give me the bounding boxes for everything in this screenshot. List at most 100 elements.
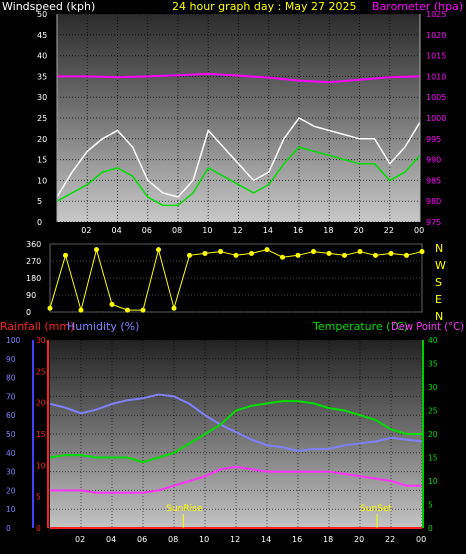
direction-point xyxy=(47,305,53,311)
x-tick-label: 20 xyxy=(354,535,364,544)
y-left-tick-label: 25 xyxy=(37,114,47,123)
y-left-tick-label: 50 xyxy=(37,10,47,19)
x-tick-label: 00 xyxy=(414,226,424,235)
humidity-tick-label: 0 xyxy=(6,524,11,533)
temp-tick-label: 5 xyxy=(428,501,433,510)
rain-tick-label: 30 xyxy=(36,336,46,345)
wind-direction-grid xyxy=(50,243,422,313)
wind-direction-series xyxy=(47,247,425,313)
humidity-tick-label: 100 xyxy=(6,336,21,345)
y-left-tick-label: 40 xyxy=(37,52,47,61)
x-tick-label: 16 xyxy=(292,535,302,544)
direction-tick-label: 180 xyxy=(26,274,41,283)
x-tick-label: 06 xyxy=(142,226,152,235)
temp-tick-label: 15 xyxy=(428,454,438,463)
x-tick-label: 22 xyxy=(384,226,394,235)
compass-label: N xyxy=(435,242,443,255)
temp-tick-label: 0 xyxy=(428,524,433,533)
rain-tick-label: 0 xyxy=(36,524,41,533)
x-tick-label: 16 xyxy=(293,226,303,235)
series-line xyxy=(56,117,421,198)
x-tick-label: 10 xyxy=(199,535,209,544)
x-tick-label: 08 xyxy=(168,535,178,544)
x-tick-label: 18 xyxy=(323,226,333,235)
temp-hum-axes: 0102030405060708090100051015202530051015… xyxy=(6,336,438,544)
compass-label: S xyxy=(435,276,442,289)
y-right-tick-label: 1005 xyxy=(426,93,446,102)
y-right-tick-label: 995 xyxy=(426,135,441,144)
x-tick-label: 04 xyxy=(112,226,122,235)
x-tick-label: 00 xyxy=(416,535,426,544)
y-left-tick-label: 10 xyxy=(37,176,47,185)
y-right-tick-label: 1010 xyxy=(426,72,446,81)
dewpoint-axis-label: Dew Point (°C) xyxy=(391,320,464,333)
y-right-tick-label: 975 xyxy=(426,218,441,227)
series-line xyxy=(57,72,421,84)
y-left-tick-label: 5 xyxy=(37,197,42,206)
temp-tick-label: 20 xyxy=(428,430,438,439)
direction-point xyxy=(419,249,425,255)
compass-label: E xyxy=(435,293,442,306)
windspeed-axis-label: Windspeed (kph) xyxy=(2,0,95,13)
x-tick-label: 10 xyxy=(202,226,212,235)
rain-tick-label: 25 xyxy=(36,367,46,376)
temp-tick-label: 25 xyxy=(428,407,438,416)
series-line xyxy=(50,465,422,494)
x-tick-label: 14 xyxy=(261,535,271,544)
direction-tick-label: 270 xyxy=(26,257,41,266)
temp-tick-label: 30 xyxy=(428,383,438,392)
x-tick-label: 08 xyxy=(172,226,182,235)
x-tick-label: 20 xyxy=(354,226,364,235)
y-right-tick-label: 1020 xyxy=(426,31,446,40)
humidity-tick-label: 30 xyxy=(6,468,16,477)
x-tick-label: 12 xyxy=(233,226,243,235)
x-tick-label: 22 xyxy=(385,535,395,544)
direction-tick-label: 0 xyxy=(26,308,31,317)
direction-line xyxy=(49,247,423,313)
x-tick-label: 06 xyxy=(137,535,147,544)
compass-label: W xyxy=(435,259,446,272)
x-tick-label: 12 xyxy=(230,535,240,544)
humidity-tick-label: 60 xyxy=(6,411,16,420)
sun-marker-label: SunSet xyxy=(360,504,392,514)
chart-title: 24 hour graph day : May 27 2025 xyxy=(172,0,357,13)
humidity-tick-label: 20 xyxy=(6,486,16,495)
temperature-axis-label: Temperature (°C) xyxy=(312,320,408,333)
y-left-tick-label: 45 xyxy=(37,31,47,40)
rain-tick-label: 20 xyxy=(36,399,46,408)
series-line xyxy=(49,400,422,464)
x-tick-label: 04 xyxy=(106,535,116,544)
y-right-tick-label: 990 xyxy=(426,156,441,165)
humidity-tick-label: 40 xyxy=(6,449,16,458)
y-left-tick-label: 0 xyxy=(37,218,42,227)
y-right-tick-label: 1000 xyxy=(426,114,446,123)
y-right-tick-label: 1025 xyxy=(426,10,446,19)
compass-label: N xyxy=(435,310,443,323)
y-left-tick-label: 15 xyxy=(37,156,47,165)
humidity-tick-label: 80 xyxy=(6,374,16,383)
wind-baro-axes: 0510152025303540455097598098599099510001… xyxy=(37,10,446,235)
temp-hum-series xyxy=(49,393,423,529)
humidity-tick-label: 70 xyxy=(6,392,16,401)
series-line xyxy=(56,146,421,207)
y-right-tick-label: 980 xyxy=(426,197,441,206)
humidity-tick-label: 90 xyxy=(6,355,16,364)
rain-tick-label: 10 xyxy=(36,461,46,470)
y-right-tick-label: 1015 xyxy=(426,52,446,61)
y-left-tick-label: 20 xyxy=(37,135,47,144)
direction-tick-label: 90 xyxy=(26,291,36,300)
humidity-tick-label: 10 xyxy=(6,505,16,514)
direction-tick-label: 360 xyxy=(26,240,41,249)
x-tick-label: 02 xyxy=(75,535,85,544)
series-line xyxy=(49,393,423,452)
wind-baro-series xyxy=(56,72,421,207)
temp-tick-label: 35 xyxy=(428,360,438,369)
humidity-axis-label: Humidity (%) xyxy=(67,320,139,333)
humidity-tick-label: 50 xyxy=(6,430,16,439)
y-left-tick-label: 30 xyxy=(37,93,47,102)
x-tick-label: 02 xyxy=(81,226,91,235)
y-left-tick-label: 35 xyxy=(37,72,47,81)
